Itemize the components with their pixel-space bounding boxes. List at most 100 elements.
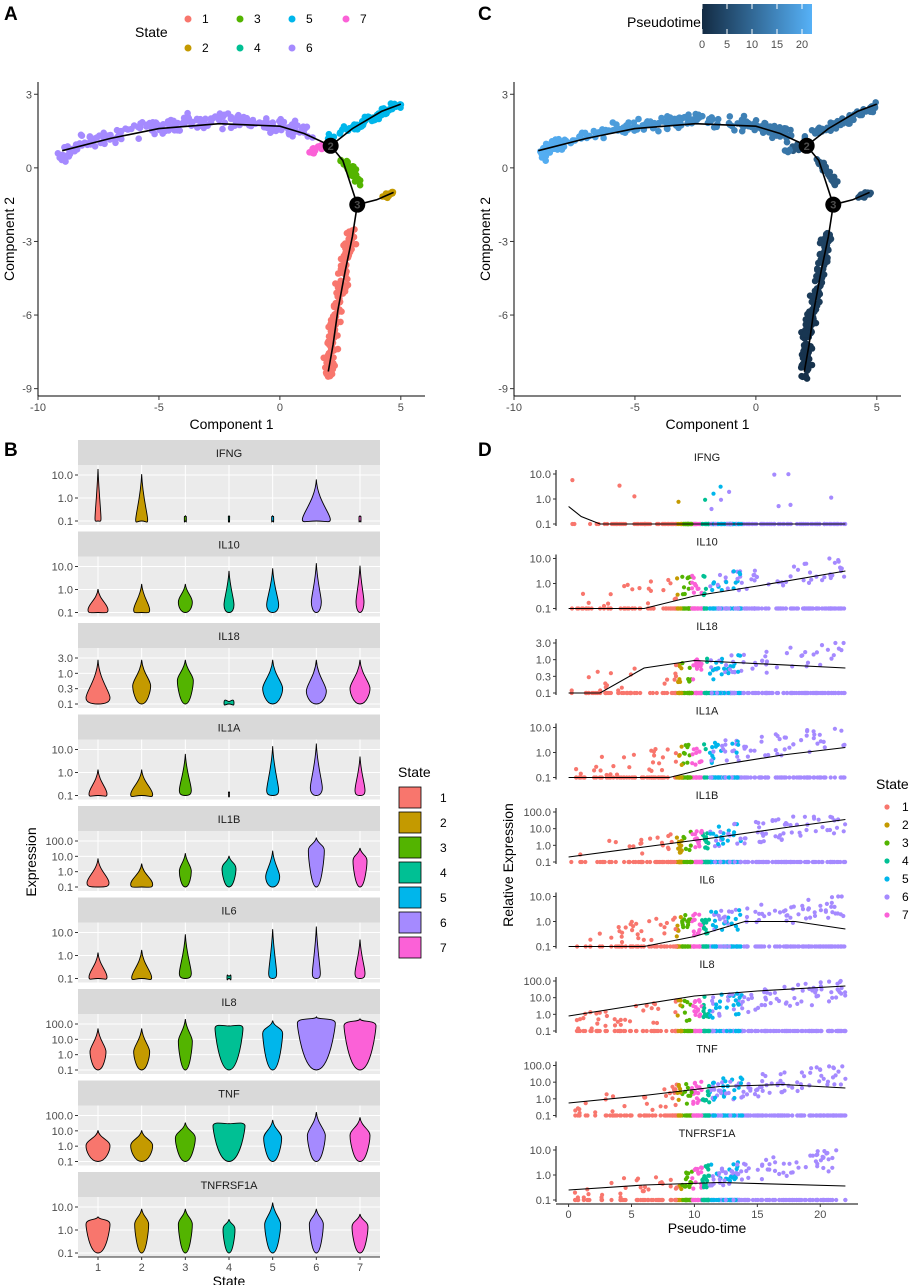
cell-point (662, 925, 667, 930)
cell-point (750, 690, 755, 696)
cell-point (817, 1067, 823, 1072)
cell-point (843, 1028, 848, 1034)
cell-point (775, 733, 780, 739)
cell-point (666, 114, 674, 121)
cell-point (831, 1113, 836, 1118)
cell-point (616, 688, 621, 693)
cell-point (697, 944, 702, 949)
cell-point (694, 606, 699, 611)
cell-point (766, 752, 771, 758)
y-tick-label: 10.0 (52, 562, 73, 574)
cell-point (682, 1010, 688, 1015)
x-tick-label: -10 (30, 402, 46, 414)
cell-point (280, 118, 288, 126)
cell-point (727, 489, 732, 494)
cell-point (749, 995, 755, 1001)
cell-point (665, 845, 671, 850)
fitted-curve (568, 506, 846, 525)
branch-node (322, 137, 339, 154)
cell-point (135, 135, 142, 142)
legend-label: 5 (440, 891, 447, 905)
cell-point (714, 1002, 719, 1007)
violin-state-1 (88, 769, 108, 797)
cell-point (677, 850, 683, 855)
cell-point (783, 1001, 789, 1006)
legend-label: 2 (440, 816, 447, 830)
cell-point (711, 995, 716, 1000)
cell-point (732, 1088, 737, 1093)
cell-point (757, 825, 762, 830)
colorbar-tick-label: 10 (746, 39, 758, 51)
cell-point (803, 1165, 808, 1170)
cell-point (750, 859, 755, 865)
cell-point (736, 606, 741, 611)
colorbar-tick-label: 5 (724, 39, 730, 51)
y-axis-title: Expression (23, 827, 39, 896)
y-tick-label: 1.0 (58, 1050, 73, 1062)
cell-point (735, 754, 740, 759)
cell-point (836, 1028, 841, 1034)
trajectory-line (538, 122, 835, 372)
cell-point (687, 944, 692, 949)
cell-point (686, 606, 692, 611)
cell-point (719, 992, 724, 997)
cell-point (808, 1070, 813, 1075)
cell-point (784, 1173, 789, 1178)
cell-point (657, 761, 662, 766)
cell-point (828, 575, 833, 581)
cell-point (658, 1028, 664, 1034)
cell-point (781, 1161, 786, 1166)
cell-point (735, 841, 740, 846)
cell-point (625, 582, 630, 588)
cell-point (719, 1113, 724, 1118)
cell-point (833, 690, 838, 696)
cell-point (680, 920, 685, 925)
cell-point (707, 1008, 712, 1013)
cell-point (781, 690, 786, 696)
cell-point (581, 129, 589, 137)
trajectory-line (62, 122, 359, 372)
cell-point (686, 586, 691, 591)
cell-point (842, 690, 847, 696)
cell-point (792, 1028, 797, 1034)
y-tick-label: 0.1 (58, 516, 73, 528)
cell-point (597, 931, 602, 936)
cell-point (826, 1169, 831, 1174)
cell-point (325, 333, 333, 340)
cell-point (829, 656, 834, 661)
cell-point (754, 606, 760, 611)
cell-point (714, 838, 719, 843)
cell-point (778, 1072, 783, 1077)
cell-point (745, 944, 750, 949)
cell-point (831, 831, 837, 836)
cell-point (692, 1167, 697, 1172)
cell-point (687, 679, 692, 684)
cell-point (724, 663, 729, 668)
cell-point (766, 775, 771, 780)
cell-point (823, 775, 828, 780)
cell-point (838, 1082, 844, 1087)
cell-point (661, 859, 667, 865)
violin-state-3 (178, 934, 192, 979)
violin-state-1 (89, 1028, 107, 1071)
cell-point (808, 345, 816, 352)
cell-point (593, 1110, 598, 1115)
cell-point (699, 1113, 704, 1118)
cell-point (665, 677, 670, 682)
cell-point (737, 690, 742, 696)
y-tick-label: 3.0 (536, 638, 551, 650)
cell-point (741, 1094, 746, 1099)
cell-point (773, 859, 778, 865)
cell-point (699, 759, 704, 764)
cell-point (760, 690, 765, 696)
facet-strip-label: TNFRSF1A (201, 1180, 259, 1192)
cell-point (252, 120, 259, 128)
cell-point (762, 1028, 767, 1034)
colorbar-tick-label: 20 (796, 39, 808, 51)
cell-point (542, 152, 550, 160)
cell-point (800, 988, 805, 993)
legend-label: 5 (306, 12, 313, 26)
cell-point (744, 1168, 749, 1174)
